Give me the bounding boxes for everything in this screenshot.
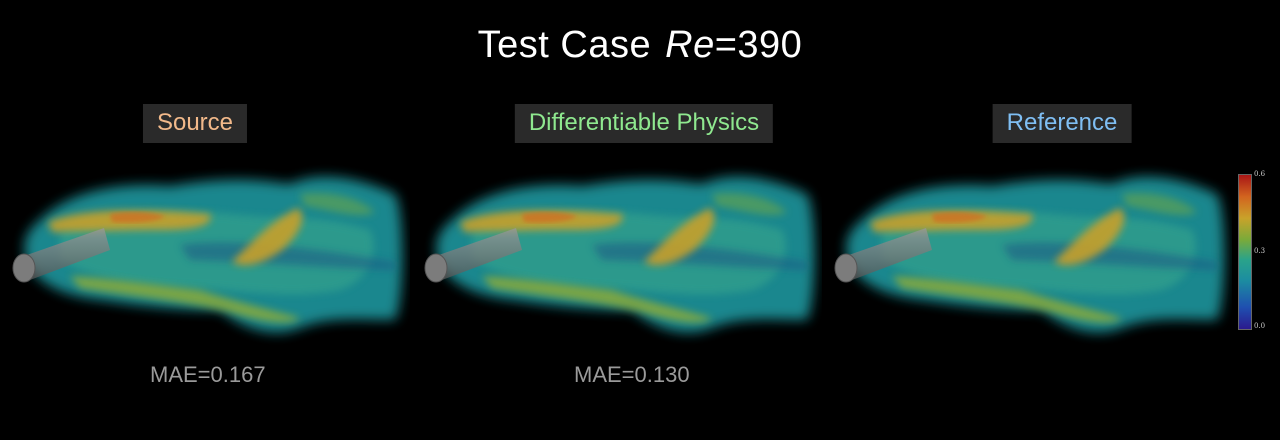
colorbar-mid-label: 0.3 [1254, 247, 1266, 255]
title-prefix: Test Case [477, 24, 652, 66]
mae-source: MAE=0.167 [150, 362, 266, 387]
colorbar-max-label: 0.6 [1254, 170, 1266, 178]
figure-title: Test Case Re=390 [0, 24, 1280, 67]
panel-differentiable-physics: Differentiable Physics MAE=0.130 [412, 100, 822, 400]
panel-source: Source MAE=0.167 [0, 100, 410, 400]
panel-label-source: Source [142, 104, 248, 143]
panel-label-reference: Reference [992, 104, 1132, 143]
cylinder-icon [424, 228, 522, 283]
mae-differentiable-physics: MAE=0.130 [574, 362, 690, 387]
flow-field-source [12, 150, 410, 350]
reynolds-value: =390 [714, 24, 803, 66]
panel-label-differentiable-physics: Differentiable Physics [514, 104, 774, 143]
flow-field-reference [834, 150, 1232, 350]
cylinder-icon [12, 228, 110, 283]
colorbar [1238, 174, 1252, 330]
cylinder-icon [834, 228, 932, 283]
panel-reference: Reference [822, 100, 1232, 400]
reynolds-symbol: Re [665, 24, 715, 66]
flow-field-differentiable-physics [424, 150, 822, 350]
colorbar-min-label: 0.0 [1254, 322, 1266, 330]
